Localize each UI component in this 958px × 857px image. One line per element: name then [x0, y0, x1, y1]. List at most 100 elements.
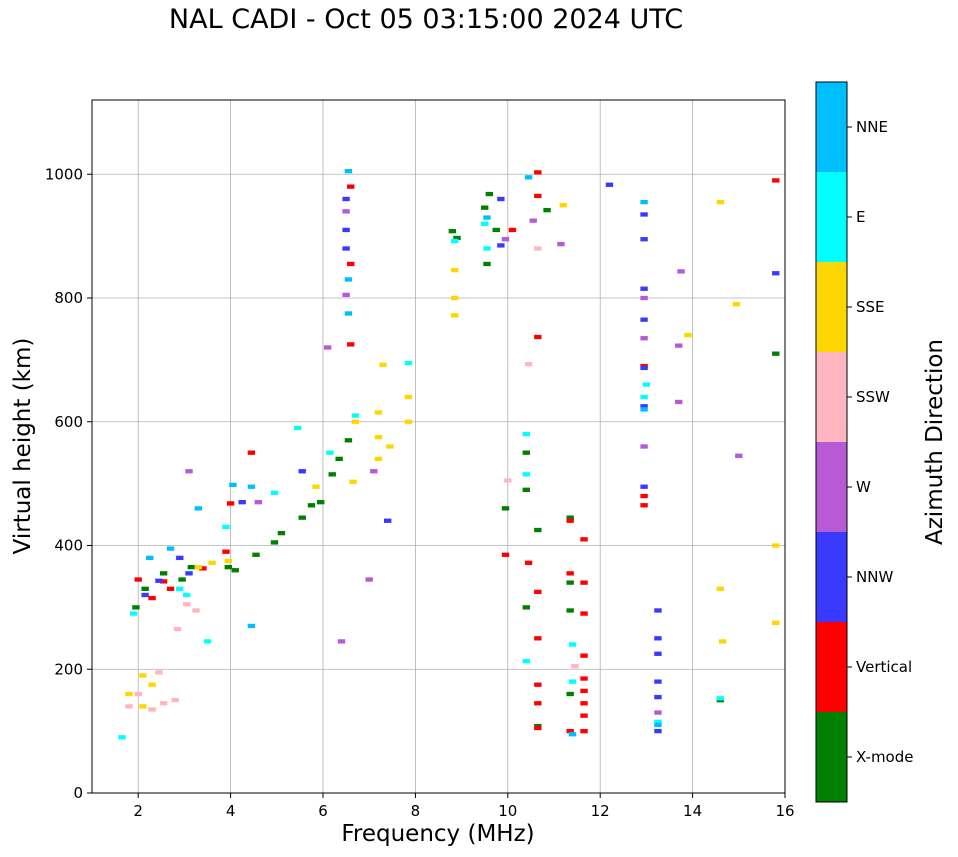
- data-point-sse: [148, 682, 156, 687]
- data-point-vertical: [166, 586, 175, 591]
- data-point-vertical: [580, 701, 588, 706]
- data-point-vertical: [580, 676, 588, 681]
- data-point-e: [404, 360, 413, 366]
- data-point-vertical: [247, 450, 256, 455]
- data-point-nnw: [772, 271, 780, 276]
- data-point-nnw: [383, 518, 392, 523]
- data-point-nnw: [141, 592, 149, 598]
- data-point-ssw: [134, 691, 142, 697]
- data-point-ssw: [192, 608, 200, 613]
- data-point-e: [568, 642, 577, 647]
- colorbar-segment: [816, 532, 847, 622]
- data-point-nne: [640, 199, 648, 205]
- data-point-vertical: [566, 518, 574, 523]
- data-point-vertical: [508, 227, 517, 233]
- data-point-vertical: [772, 178, 780, 183]
- data-point-w: [640, 336, 648, 341]
- data-point-x-mode: [534, 527, 542, 533]
- data-point-vertical: [580, 653, 588, 658]
- data-point-x-mode: [307, 503, 316, 508]
- data-point-x-mode: [485, 191, 494, 197]
- data-points: [118, 168, 780, 740]
- data-point-x-mode: [344, 438, 353, 443]
- data-point-w: [323, 345, 332, 350]
- data-point-x-mode: [132, 605, 140, 610]
- data-point-x-mode: [270, 540, 279, 545]
- data-point-e: [450, 238, 459, 244]
- data-point-vertical: [580, 728, 588, 734]
- data-point-x-mode: [772, 351, 780, 356]
- data-point-sse: [684, 332, 692, 338]
- data-point-x-mode: [277, 530, 286, 536]
- y-tick-label: 800: [54, 289, 83, 307]
- data-point-vertical: [148, 595, 156, 601]
- data-point-nne: [344, 311, 353, 316]
- data-point-nne: [568, 732, 577, 737]
- x-axis-label: Frequency (MHz): [341, 821, 534, 847]
- data-point-nnw: [640, 212, 648, 217]
- colorbar-segment: [816, 622, 847, 712]
- data-point-nnw: [640, 365, 648, 371]
- data-point-w: [365, 577, 373, 582]
- data-point-ssw: [534, 246, 542, 251]
- data-point-x-mode: [231, 568, 239, 573]
- data-point-nnw: [654, 636, 662, 641]
- data-point-e: [222, 524, 230, 530]
- data-point-sse: [374, 435, 383, 440]
- data-point-nne: [640, 407, 648, 412]
- data-point-nne: [344, 168, 353, 174]
- data-point-vertical: [534, 636, 542, 641]
- data-point-vertical: [580, 688, 588, 694]
- data-point-vertical: [640, 503, 648, 508]
- data-point-ssw: [171, 698, 179, 703]
- data-point-nnw: [654, 728, 662, 734]
- data-point-sse: [404, 394, 413, 400]
- data-point-sse: [716, 199, 725, 205]
- data-point-sse: [125, 691, 133, 697]
- data-point-nnw: [342, 196, 350, 202]
- data-point-x-mode: [187, 564, 196, 570]
- data-point-w: [337, 639, 346, 644]
- data-point-ssw: [125, 704, 133, 709]
- x-tick-label: 16: [775, 802, 794, 820]
- data-point-vertical: [524, 560, 533, 565]
- data-point-w: [557, 242, 565, 247]
- chart-title: NAL CADI - Oct 05 03:15:00 2024 UTC: [168, 4, 684, 35]
- data-point-x-mode: [328, 472, 336, 477]
- data-point-e: [642, 382, 651, 387]
- x-tick-label: 4: [226, 802, 236, 820]
- data-point-x-mode: [316, 500, 325, 505]
- data-point-w: [640, 295, 648, 301]
- colorbar-tick-label: X-mode: [856, 748, 913, 766]
- data-point-ssw: [183, 602, 191, 607]
- data-point-nne: [483, 215, 491, 220]
- data-point-w: [735, 453, 743, 458]
- data-point-e: [568, 679, 577, 684]
- data-point-nnw: [640, 286, 648, 291]
- data-point-nne: [524, 175, 533, 180]
- data-point-w: [370, 469, 378, 474]
- y-tick-label: 600: [54, 413, 83, 431]
- data-point-vertical: [226, 501, 235, 506]
- data-point-nnw: [640, 317, 648, 322]
- y-tick-label: 1000: [45, 165, 83, 183]
- data-point-e: [522, 659, 530, 664]
- data-point-vertical: [580, 611, 588, 616]
- data-point-e: [522, 431, 530, 437]
- data-point-nne: [229, 482, 237, 488]
- data-point-sse: [772, 543, 780, 548]
- data-point-vertical: [534, 334, 542, 340]
- data-point-vertical: [566, 571, 574, 576]
- data-point-nnw: [342, 246, 350, 251]
- colorbar-tick-label: SSW: [856, 388, 890, 406]
- colorbar-label: Azimuth Direction: [922, 339, 948, 545]
- data-point-nnw: [176, 555, 184, 561]
- data-point-e: [640, 394, 648, 400]
- x-tick-label: 14: [683, 802, 702, 820]
- data-point-sse: [732, 302, 741, 307]
- data-point-x-mode: [492, 227, 500, 233]
- data-point-sse: [139, 704, 147, 709]
- data-point-nne: [194, 506, 202, 511]
- colorbar-tick-label: E: [856, 208, 865, 226]
